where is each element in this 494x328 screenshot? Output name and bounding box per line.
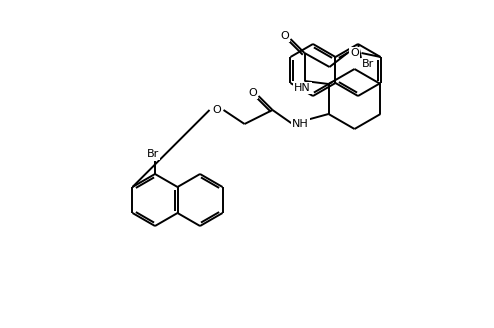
Text: Br: Br [147,149,159,159]
Text: NH: NH [292,119,309,129]
Text: O: O [212,105,221,115]
Text: O: O [212,105,221,115]
Text: O: O [248,88,257,98]
Text: O: O [350,48,359,58]
Text: HN: HN [294,83,311,93]
Text: O: O [280,31,289,41]
Text: Br: Br [362,59,374,69]
